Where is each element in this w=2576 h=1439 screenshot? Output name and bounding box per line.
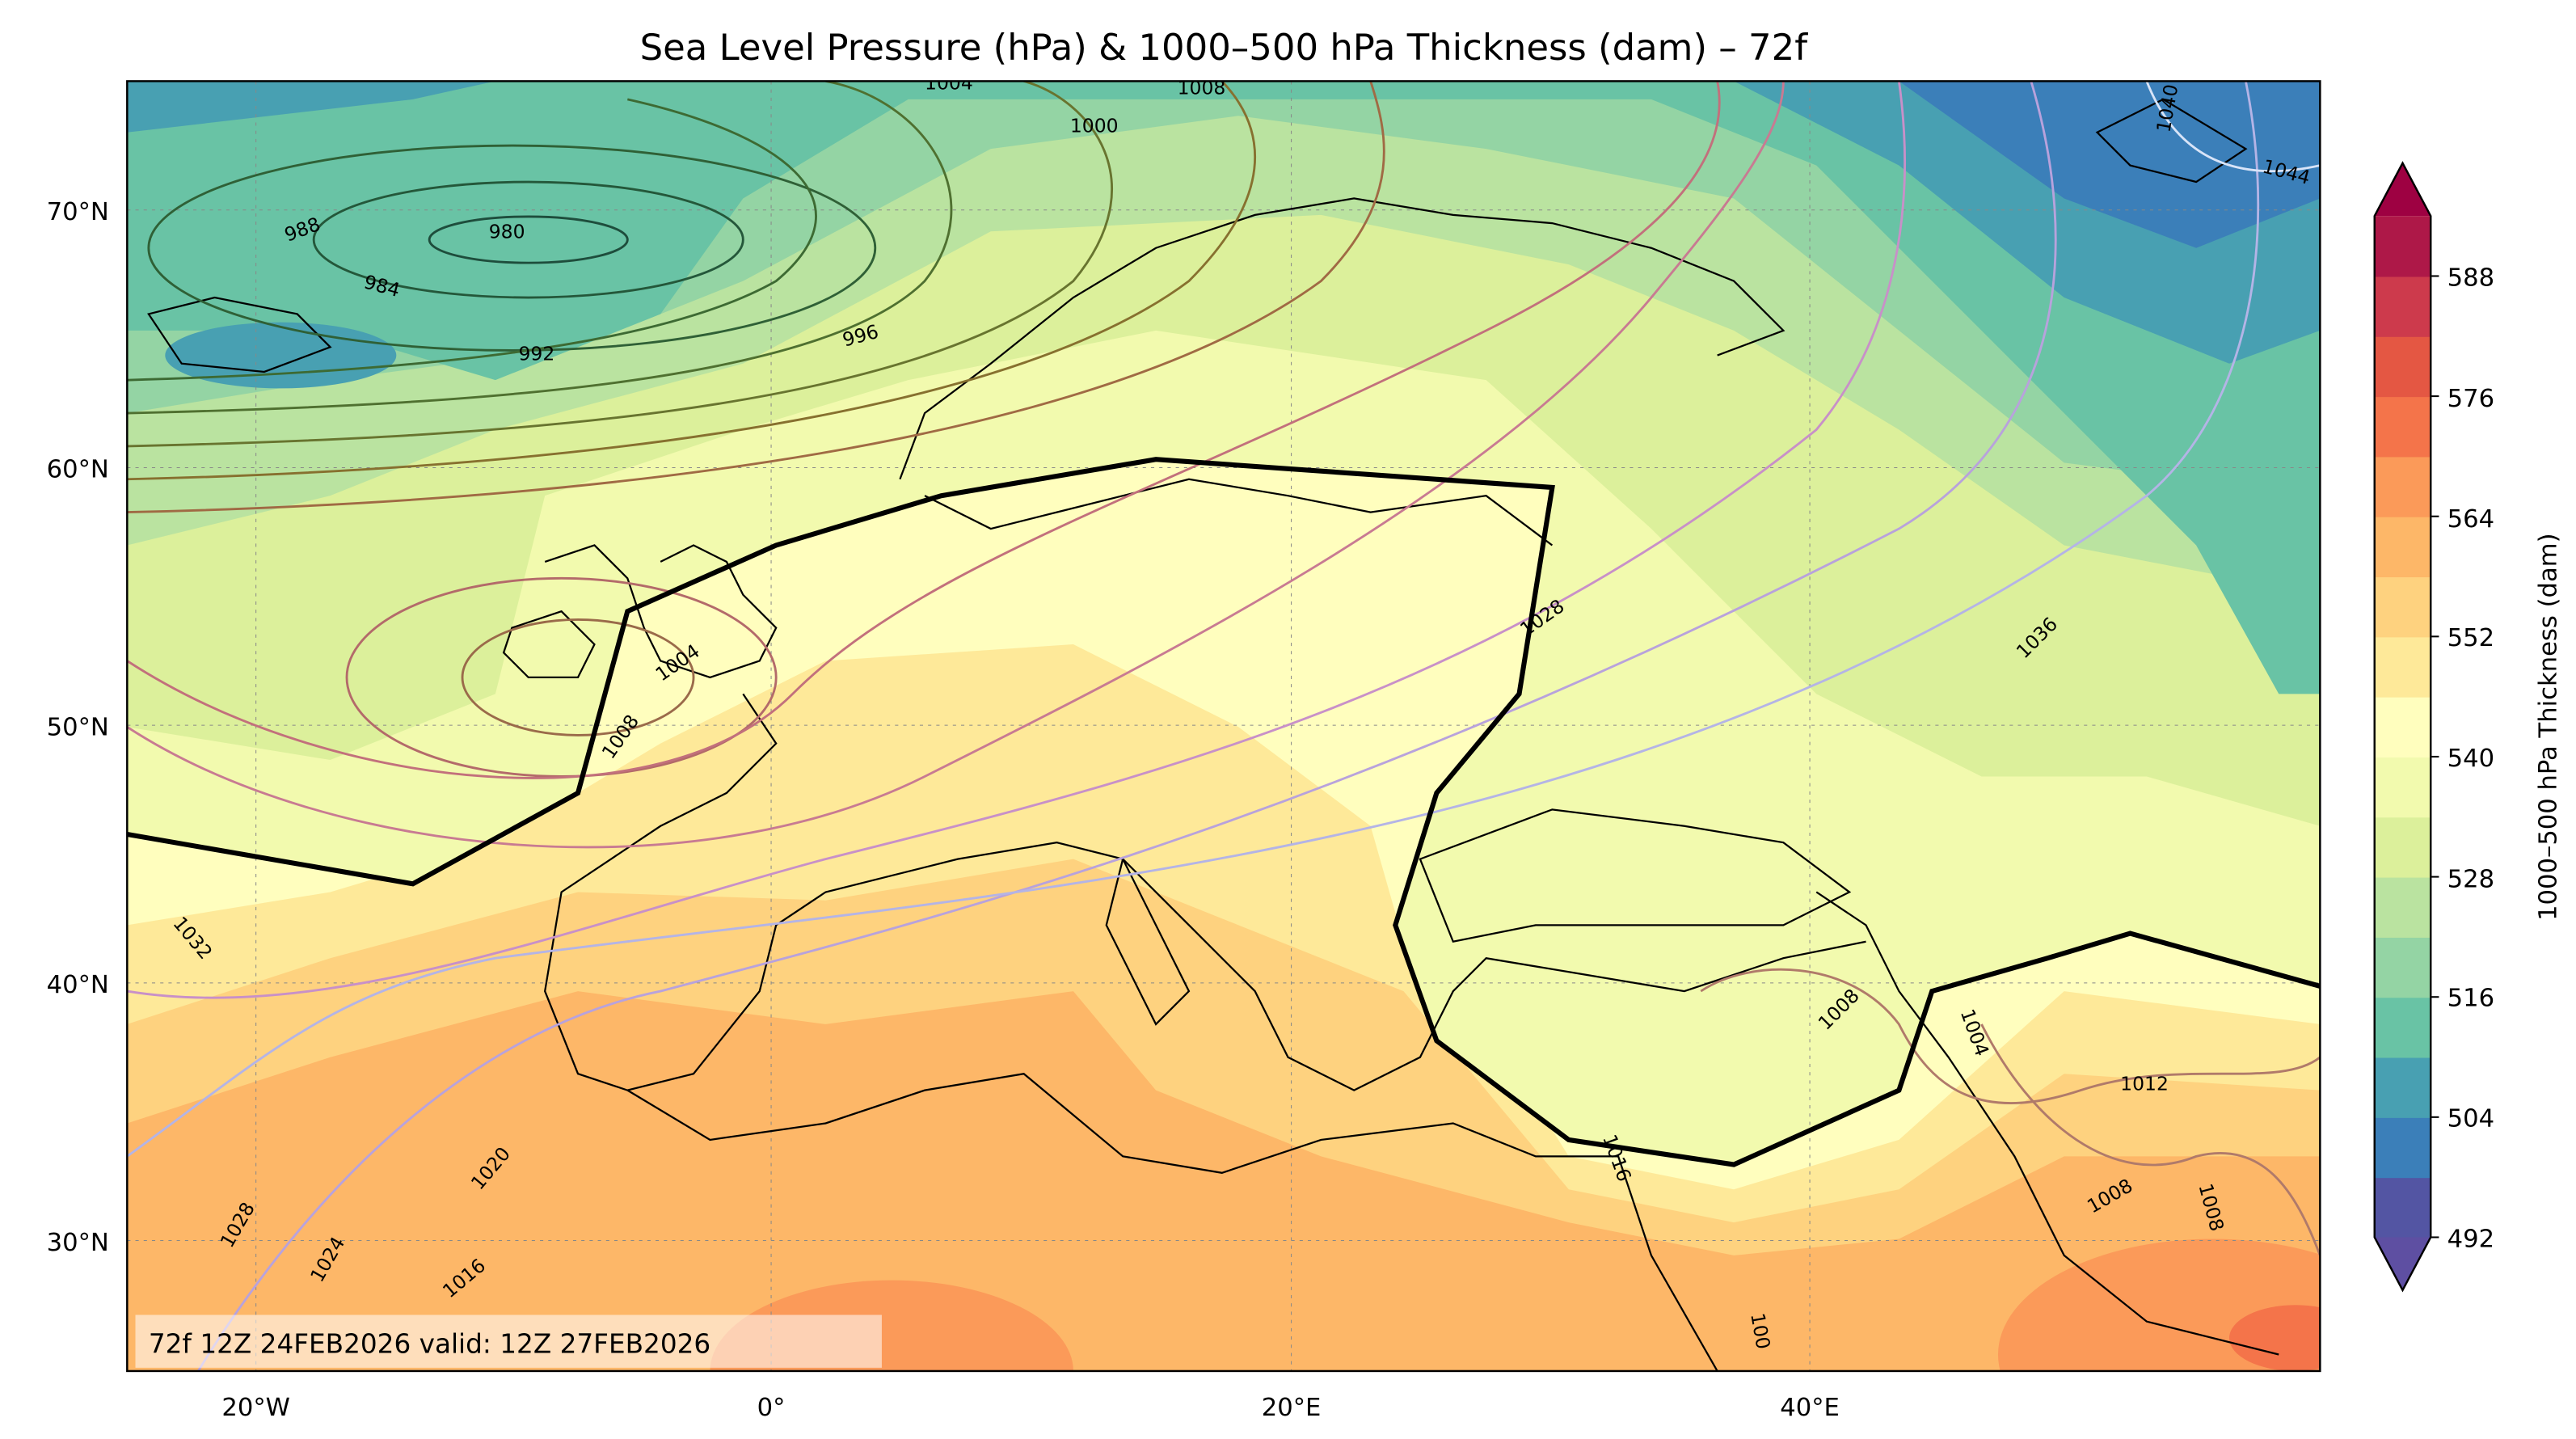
colorbar-under-extension: [2374, 1237, 2431, 1290]
colorbar-label: 1000–500 hPa Thickness (dam): [2534, 533, 2562, 920]
figure-title: Sea Level Pressure (hPa) & 1000–500 hPa …: [640, 26, 1809, 69]
colorbar-over-extension: [2374, 162, 2431, 217]
lon-label: 20°W: [221, 1394, 290, 1422]
colorbar-bin: [2374, 1116, 2431, 1179]
run-valid-time: 72f 12Z 24FEB2026 valid: 12Z 27FEB2026: [149, 1328, 710, 1359]
colorbar-bin: [2374, 1177, 2431, 1239]
latitude-axis: 70°N 60°N 50°N 40°N 30°N: [47, 198, 109, 1257]
colorbar-tick-label: 552: [2447, 624, 2494, 652]
thickness-540-contour: [127, 457, 2321, 1167]
thickness-fill: [127, 81, 2321, 1371]
colorbar-tick-label: 492: [2447, 1226, 2494, 1254]
colorbar-tick-label: 516: [2447, 984, 2494, 1012]
lat-label: 70°N: [47, 198, 109, 226]
contour-label: 1000: [1070, 115, 1119, 137]
lat-label: 50°N: [47, 713, 109, 741]
lon-label: 40°E: [1780, 1394, 1840, 1422]
contour-label: 980: [489, 220, 525, 243]
colorbar-bin: [2374, 276, 2431, 337]
colorbar-ticks: 588 576 564 552 540 528 516 504 492: [2447, 264, 2494, 1254]
colorbar-bin: [2374, 756, 2431, 818]
contour-label: 992: [518, 343, 554, 365]
contour-label: 1004: [925, 72, 973, 95]
colorbar-tick-label: 528: [2447, 865, 2494, 893]
colorbar-bin: [2374, 456, 2431, 517]
longitude-axis: 20°W 0° 20°E 40°E: [221, 1394, 1840, 1422]
colorbar-bin: [2374, 335, 2431, 398]
colorbar-tick-label: 504: [2447, 1105, 2494, 1133]
colorbar-bin: [2374, 936, 2431, 998]
thickness-colorbar: [2373, 161, 2439, 1293]
colorbar-bin: [2374, 817, 2431, 878]
colorbar-bin: [2374, 636, 2431, 698]
colorbar-bin: [2374, 997, 2431, 1058]
colorbar-bin: [2374, 696, 2431, 757]
colorbar-bin: [2374, 396, 2431, 458]
colorbar-tick-label: 540: [2447, 745, 2494, 773]
lon-label: 0°: [757, 1394, 786, 1422]
lat-label: 40°N: [47, 971, 109, 999]
colorbar-tick-label: 588: [2447, 264, 2494, 293]
info-box: 72f 12Z 24FEB2026 valid: 12Z 27FEB2026: [135, 1315, 882, 1368]
colorbar-bin: [2374, 876, 2431, 938]
colorbar-bin: [2374, 576, 2431, 638]
colorbar-bin: [2374, 516, 2431, 578]
sea-level-pressure-contours: [127, 81, 2321, 1371]
colorbar-tick-label: 576: [2447, 385, 2494, 413]
lon-label: 20°E: [1262, 1394, 1322, 1422]
map-plot-area: 1004 1008 1000 988 980 984 992 996 1004 …: [127, 72, 2321, 1371]
colorbar-bin: [2374, 1057, 2431, 1118]
graticule: [127, 81, 2321, 1371]
contour-label: 1008: [1178, 77, 1226, 99]
lat-label: 60°N: [47, 456, 109, 484]
map-frame: [126, 80, 2321, 1373]
contour-label: 1012: [2120, 1073, 2169, 1095]
colorbar-tick-label: 564: [2447, 505, 2494, 534]
coastlines: [147, 98, 2279, 1371]
lat-label: 30°N: [47, 1229, 109, 1257]
colorbar-bin: [2374, 216, 2431, 277]
